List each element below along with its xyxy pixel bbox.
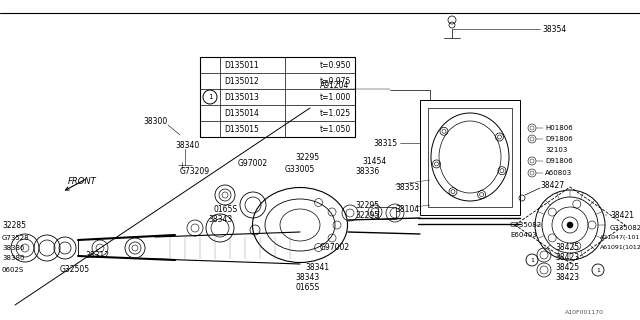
Text: 1: 1 xyxy=(530,258,534,262)
Text: 0165S: 0165S xyxy=(213,205,237,214)
Text: 31454: 31454 xyxy=(362,157,387,166)
Text: 38425: 38425 xyxy=(555,244,579,252)
Bar xyxy=(428,108,512,207)
Bar xyxy=(420,100,520,215)
Text: 38425: 38425 xyxy=(555,263,579,273)
Text: G97002: G97002 xyxy=(320,244,350,252)
Text: 32295: 32295 xyxy=(295,154,319,163)
Text: 32285: 32285 xyxy=(2,220,26,229)
Text: t=1.050: t=1.050 xyxy=(320,124,351,133)
Text: 38423: 38423 xyxy=(555,253,579,262)
Text: 38427: 38427 xyxy=(540,181,564,190)
Text: G32505: G32505 xyxy=(60,266,90,275)
Text: G73528: G73528 xyxy=(2,235,29,241)
Circle shape xyxy=(567,222,573,228)
Text: 0602S: 0602S xyxy=(2,267,24,273)
Text: 32103: 32103 xyxy=(545,147,568,153)
Text: 0165S: 0165S xyxy=(295,284,319,292)
Text: D135013: D135013 xyxy=(224,92,259,101)
Text: 32295: 32295 xyxy=(355,201,379,210)
Text: H01806: H01806 xyxy=(545,125,573,131)
Bar xyxy=(378,207,396,219)
Text: 38341: 38341 xyxy=(305,263,329,273)
Text: 38312: 38312 xyxy=(85,251,109,260)
Text: 38354: 38354 xyxy=(542,25,566,34)
Text: D135012: D135012 xyxy=(224,76,259,85)
Bar xyxy=(200,57,355,137)
Text: D135015: D135015 xyxy=(224,124,259,133)
Text: 38421: 38421 xyxy=(610,211,634,220)
Text: E60403: E60403 xyxy=(510,232,537,238)
Text: G335082: G335082 xyxy=(610,225,640,231)
Text: FRONT: FRONT xyxy=(68,178,97,187)
Text: 38343: 38343 xyxy=(295,274,319,283)
Text: G33005: G33005 xyxy=(285,165,316,174)
Text: D91806: D91806 xyxy=(545,158,573,164)
Text: A10F001170: A10F001170 xyxy=(565,310,604,316)
Text: 1: 1 xyxy=(596,268,600,273)
Text: 38336: 38336 xyxy=(355,167,380,177)
Text: 38340: 38340 xyxy=(175,140,199,149)
Text: D135011: D135011 xyxy=(224,60,259,69)
Text: 38386: 38386 xyxy=(2,245,24,251)
Text: t=0.975: t=0.975 xyxy=(319,76,351,85)
Text: G97002: G97002 xyxy=(238,158,268,167)
Text: A21047(-1011): A21047(-1011) xyxy=(600,236,640,241)
Circle shape xyxy=(203,90,217,104)
Text: 38353: 38353 xyxy=(395,183,419,193)
Text: A61091(1012-): A61091(1012-) xyxy=(600,245,640,251)
Text: 38104: 38104 xyxy=(395,205,419,214)
Text: A91204: A91204 xyxy=(320,82,349,91)
Text: t=1.025: t=1.025 xyxy=(320,108,351,117)
Text: D135014: D135014 xyxy=(224,108,259,117)
Text: t=0.950: t=0.950 xyxy=(319,60,351,69)
Text: 1: 1 xyxy=(208,94,212,100)
Text: 38315: 38315 xyxy=(373,139,397,148)
Text: 38380: 38380 xyxy=(2,255,24,261)
Text: t=1.000: t=1.000 xyxy=(320,92,351,101)
Text: 38300: 38300 xyxy=(143,117,167,126)
Text: G335082: G335082 xyxy=(510,222,542,228)
Text: 32295: 32295 xyxy=(355,211,379,220)
Text: 38343: 38343 xyxy=(208,215,232,225)
Text: A60803: A60803 xyxy=(545,170,572,176)
Text: 38423: 38423 xyxy=(555,274,579,283)
Text: G73209: G73209 xyxy=(180,167,210,177)
Text: D91806: D91806 xyxy=(545,136,573,142)
